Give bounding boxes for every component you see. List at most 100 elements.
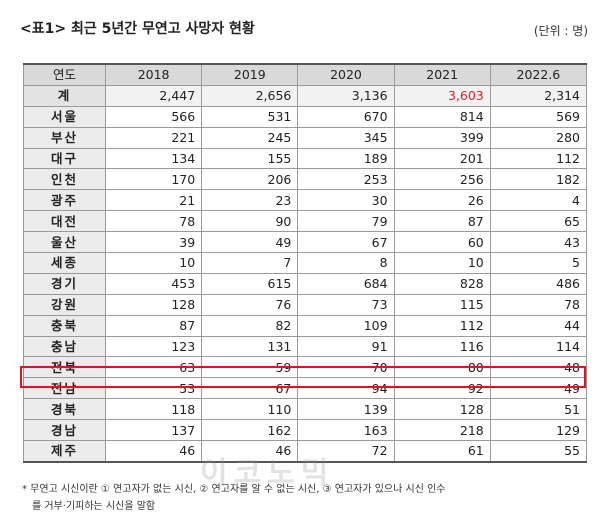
value-cell: 55 [489,440,588,463]
value-cell: 684 [297,272,395,295]
table-body: 계 2,447 2,656 3,136 3,603 2,314 서울 566 531 670 814… [23,84,588,463]
value-cell: 49 [489,377,588,400]
table-row: 서울 566 531 670 814 569 [23,105,588,128]
value-cell: 23 [201,189,299,212]
value-cell: 72 [297,440,395,463]
value-cell: 76 [201,293,299,316]
value-cell: 3,603 [393,84,491,107]
region-cell: 대구 [23,147,106,170]
region-cell: 부산 [23,126,106,149]
value-cell: 73 [297,293,395,316]
value-cell: 345 [297,126,395,149]
value-cell: 10 [393,252,491,274]
value-cell: 46 [104,440,203,463]
region-cell: 전남 [23,377,106,400]
table-row: 울산 39 49 67 60 43 [23,231,588,254]
region-cell: 충북 [23,314,106,337]
value-cell: 90 [201,210,299,233]
header-cell: 2018 [104,63,203,86]
value-cell: 53 [104,377,203,400]
value-cell: 162 [201,419,299,442]
value-cell: 43 [489,231,588,254]
region-cell: 강원 [23,293,106,316]
value-cell: 115 [393,293,491,316]
value-cell: 828 [393,272,491,295]
region-cell: 계 [23,84,106,107]
value-cell: 30 [297,189,395,212]
region-cell: 광주 [23,189,106,212]
value-cell: 139 [297,398,395,421]
table-title: <표1> 최근 5년간 무연고 사망자 현황 [20,21,255,37]
value-cell: 67 [297,231,395,254]
region-cell: 전북 [23,356,106,379]
table-row: 대구 134 155 189 201 112 [23,147,588,170]
value-cell: 49 [201,231,299,254]
value-cell: 60 [393,231,491,254]
value-cell: 123 [104,335,203,358]
value-cell: 91 [297,335,395,358]
value-cell: 2,314 [489,84,588,107]
table-row: 전북 63 59 70 80 48 [23,356,588,379]
region-cell: 경기 [23,272,106,295]
value-cell: 82 [201,314,299,337]
value-cell: 21 [104,189,203,212]
table-row: 인천 170 206 253 256 182 [23,168,588,191]
value-cell: 80 [393,356,491,379]
value-cell: 221 [104,126,203,149]
value-cell: 109 [297,314,395,337]
value-cell: 61 [393,440,491,463]
value-cell: 8 [297,252,395,274]
value-cell: 78 [104,210,203,233]
region-cell: 울산 [23,231,106,254]
value-cell: 128 [104,293,203,316]
value-cell: 486 [489,272,588,295]
header-cell: 2022.6 [489,63,588,86]
value-cell: 170 [104,168,203,191]
value-cell: 615 [201,272,299,295]
region-cell: 서울 [23,105,106,128]
value-cell: 182 [489,168,588,191]
table-row: 광주 21 23 30 26 4 [23,189,588,212]
header-row: 연도 2018 2019 2020 2021 2022.6 [23,63,588,86]
value-cell: 110 [201,398,299,421]
value-cell: 566 [104,105,203,128]
value-cell: 134 [104,147,203,170]
region-cell: 충남 [23,335,106,358]
region-cell: 경북 [23,398,106,421]
header-cell: 2020 [297,63,395,86]
table-row: 대전 78 90 79 87 65 [23,210,588,233]
table-row: 부산 221 245 345 399 280 [23,126,588,149]
value-cell: 46 [201,440,299,463]
table-row: 충북 87 82 109 112 44 [23,314,588,337]
table-row: 경북 118 110 139 128 51 [23,398,588,421]
value-cell: 44 [489,314,588,337]
value-cell: 453 [104,272,203,295]
value-cell: 10 [104,252,203,274]
header-cell: 2021 [393,63,491,86]
region-cell: 경남 [23,419,106,442]
value-cell: 7 [201,252,299,274]
unit-label: (단위 : 명) [533,24,588,38]
value-cell: 48 [489,356,588,379]
footnote-line: * 무연고 시신이란 ① 연고자가 없는 시신, ② 연고자를 알 수 없는 시… [22,484,446,495]
region-cell: 대전 [23,210,106,233]
value-cell: 131 [201,335,299,358]
value-cell: 118 [104,398,203,421]
value-cell: 129 [489,419,588,442]
value-cell: 4 [489,189,588,212]
value-cell: 128 [393,398,491,421]
value-cell: 814 [393,105,491,128]
value-cell: 26 [393,189,491,212]
table-row: 경남 137 162 163 218 129 [23,419,588,442]
value-cell: 253 [297,168,395,191]
value-cell: 531 [201,105,299,128]
value-cell: 280 [489,126,588,149]
deaths-table: 연도 2018 2019 2020 2021 2022.6 계 2,447 2,65… [23,63,588,463]
value-cell: 670 [297,105,395,128]
value-cell: 114 [489,335,588,358]
table-row: 경기 453 615 684 828 486 [23,272,588,295]
header-cell: 연도 [23,63,106,86]
value-cell: 163 [297,419,395,442]
value-cell: 65 [489,210,588,233]
region-cell: 세종 [23,252,106,274]
